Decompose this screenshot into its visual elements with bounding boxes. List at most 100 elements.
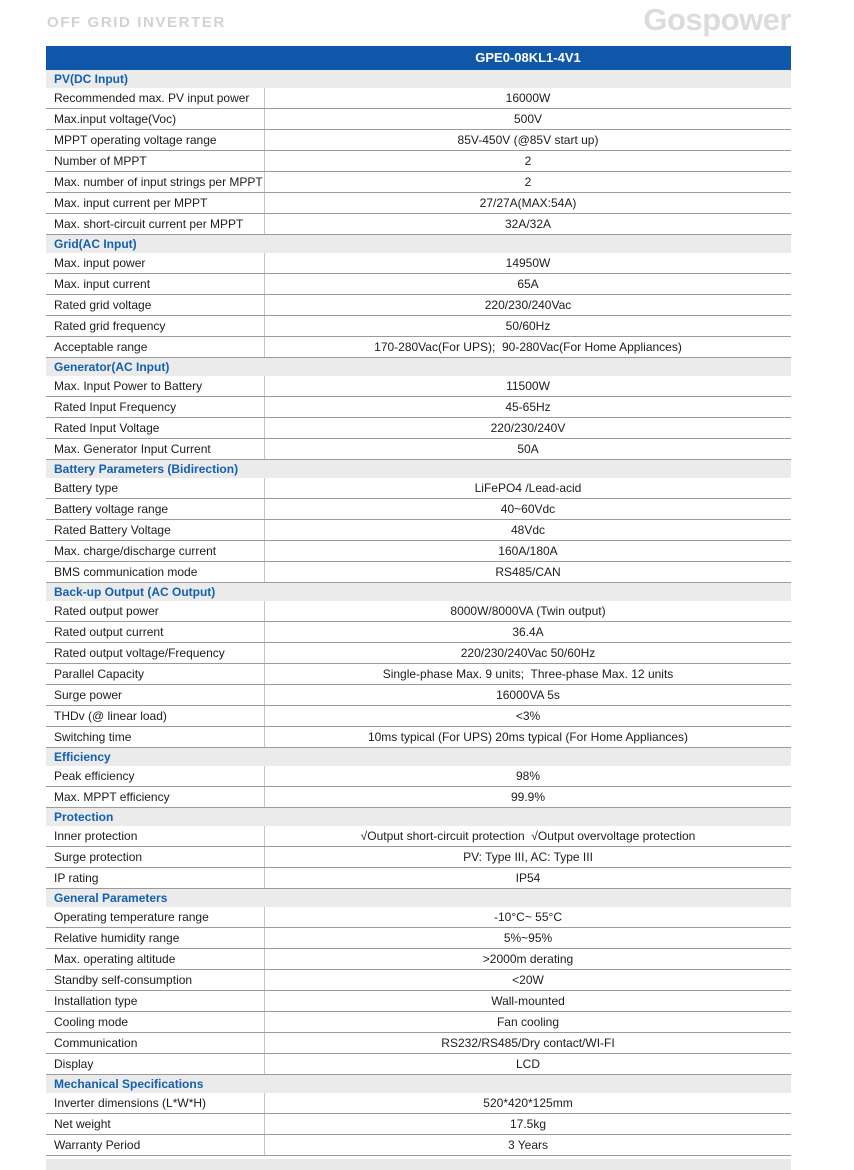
spec-row: Max. charge/discharge current 160A/180A [46,541,791,562]
spec-row: Relative humidity range 5%~95% [46,928,791,949]
spec-value: IP54 [515,871,541,885]
spec-row: Rated grid voltage 220/230/240Vac [46,295,791,316]
spec-value: 2 [524,154,532,168]
spec-label: Max. number of input strings per MPPT [46,172,265,192]
spec-row: IP rating IP54 [46,868,791,889]
spec-value: 27/27A(MAX:54A) [479,196,577,210]
spec-row: Rated output voltage/Frequency 220/230/24… [46,643,791,664]
spec-row: Operating temperature range -10°C~ 55°C [46,907,791,928]
brand-logo: Gospower [643,2,791,37]
spec-value: 85V-450V (@85V start up) [457,133,599,147]
spec-label: Rated output current [46,622,265,642]
spec-label: MPPT operating voltage range [46,130,265,150]
spec-value: 3 Years [507,1138,549,1152]
page-title: OFF GRID INVERTER [47,14,226,31]
spec-row: Installation type Wall-mounted [46,991,791,1012]
section-header: Grid(AC Input) [46,235,791,253]
spec-value: 16000W [505,91,551,105]
spec-row: Display LCD [46,1054,791,1075]
spec-label: Max. Input Power to Battery [46,376,265,396]
spec-value: 40~60Vdc [500,502,556,516]
spec-row: Rated output power 8000W/8000VA (Twin out… [46,601,791,622]
spec-label: Parallel Capacity [46,664,265,684]
spec-label: Inner protection [46,826,265,846]
spec-value: √Output short-circuit protection √Output… [360,829,696,843]
spec-label: THDv (@ linear load) [46,706,265,726]
spec-label: Surge protection [46,847,265,867]
spec-label: Rated Input Frequency [46,397,265,417]
spec-value: 36.4A [512,625,544,639]
spec-row: THDv (@ linear load) <3% [46,706,791,727]
spec-row: Max. short-circuit current per MPPT 32A/3… [46,214,791,235]
spec-value: 16000VA 5s [496,688,560,702]
spec-row: Inner protection √Output short-circuit pr… [46,826,791,847]
spec-label: Acceptable range [46,337,265,357]
page-header: OFF GRID INVERTER Gospower [0,0,854,46]
spec-label: Rated grid frequency [46,316,265,336]
spec-value: 8000W/8000VA (Twin output) [450,604,606,618]
spec-value: -10°C~ 55°C [494,910,562,924]
spec-value: Wall-mounted [491,994,565,1008]
spec-row: Max. Input Power to Battery 11500W [46,376,791,397]
spec-row: Rated Battery Voltage 48Vdc [46,520,791,541]
spec-row: Surge power 16000VA 5s [46,685,791,706]
spec-value: Fan cooling [496,1015,560,1029]
spec-row: Battery type LiFePO4 /Lead-acid [46,478,791,499]
spec-label: Communication [46,1033,265,1053]
spec-label: Rated output voltage/Frequency [46,643,265,663]
section-header: General Parameters [46,889,791,907]
spec-label: Max.input voltage(Voc) [46,109,265,129]
spec-value: RS485/CAN [495,565,561,579]
spec-label: Battery type [46,478,265,498]
spec-row: Standby self-consumption <20W [46,970,791,991]
spec-row: BMS communication mode RS485/CAN [46,562,791,583]
spec-value: 50/60Hz [505,319,551,333]
spec-label: Max. input power [46,253,265,273]
spec-label: Rated Input Voltage [46,418,265,438]
spec-label: Rated Battery Voltage [46,520,265,540]
spec-label: Warranty Period [46,1135,265,1155]
spec-label: Number of MPPT [46,151,265,171]
spec-row: Surge protection PV: Type III, AC: Type I… [46,847,791,868]
spec-value: 160A/180A [498,544,558,558]
spec-label: Peak efficiency [46,766,265,786]
spec-label: Max. Generator Input Current [46,439,265,459]
spec-value: 98% [515,769,541,783]
spec-label: Max. input current per MPPT [46,193,265,213]
section-header: Generator(AC Input) [46,358,791,376]
section-header: Mechanical Specifications [46,1075,791,1093]
spec-value: 99.9% [510,790,546,804]
footer-strip [46,1159,791,1170]
spec-label: Battery voltage range [46,499,265,519]
spec-value: 5%~95% [503,931,553,945]
spec-row: Rated Input Frequency 45-65Hz [46,397,791,418]
spec-value: 500V [513,112,543,126]
spec-value: LCD [515,1057,540,1071]
spec-row: Inverter dimensions (L*W*H) 520*420*125mm [46,1093,791,1114]
model-header-bar: GPE0-08KL1-4V1 [46,46,791,70]
spec-row: Rated grid frequency 50/60Hz [46,316,791,337]
section-header: Back-up Output (AC Output) [46,583,791,601]
spec-label: BMS communication mode [46,562,265,582]
spec-row: Cooling mode Fan cooling [46,1012,791,1033]
spec-label: Relative humidity range [46,928,265,948]
spec-value: Single-phase Max. 9 units; Three-phase M… [382,667,674,681]
spec-row: Max. input current 65A [46,274,791,295]
spec-label: Standby self-consumption [46,970,265,990]
spec-row: Max.input voltage(Voc) 500V [46,109,791,130]
spec-value: 220/230/240V [490,421,566,435]
spec-row: Max. input current per MPPT 27/27A(MAX:54… [46,193,791,214]
spec-label: Switching time [46,727,265,747]
spec-value: 520*420*125mm [483,1096,573,1110]
spec-row: Max. MPPT efficiency 99.9% [46,787,791,808]
spec-table: GPE0-08KL1-4V1 PV(DC Input) Recommended m… [46,46,791,1156]
spec-value: 170-280Vac(For UPS); 90-280Vac(For Home … [374,340,682,354]
spec-row: Number of MPPT 2 [46,151,791,172]
spec-row: Net weight 17.5kg [46,1114,791,1135]
spec-row: MPPT operating voltage range 85V-450V (@8… [46,130,791,151]
spec-row: Acceptable range 170-280Vac(For UPS); 90-… [46,337,791,358]
spec-label: IP rating [46,868,265,888]
spec-label: Net weight [46,1114,265,1134]
spec-value: >2000m derating [482,952,574,966]
spec-row: Max. Generator Input Current 50A [46,439,791,460]
